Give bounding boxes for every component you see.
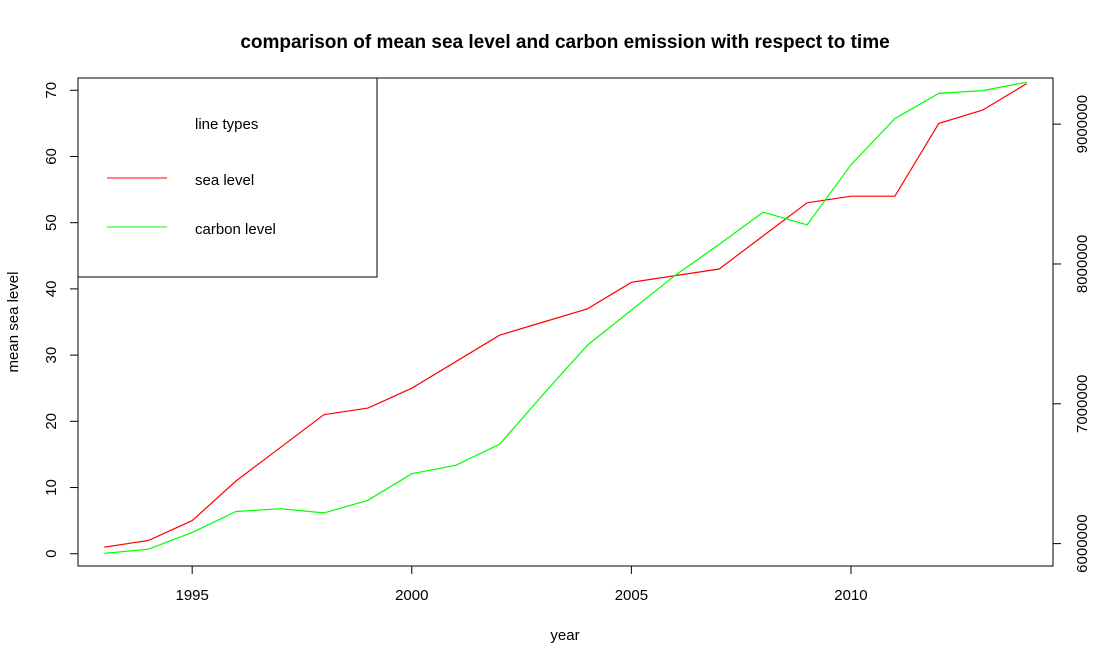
series-group [104, 81, 1027, 554]
chart-title: comparison of mean sea level and carbon … [240, 32, 889, 53]
x-axis: 1995 2000 2005 2010 [176, 565, 868, 604]
legend: line types sea level carbon level [77, 77, 378, 278]
y-axis-right: 6000000 7000000 8000000 9000000 [1052, 95, 1091, 573]
series-line-sea-level [104, 83, 1027, 548]
y-tick-label: 60 [43, 148, 60, 165]
y2-tick-label: 8000000 [1074, 235, 1091, 293]
y2-tick-label: 7000000 [1074, 375, 1091, 433]
y-tick-label: 10 [43, 479, 60, 496]
legend-label-sea-level: sea level [195, 172, 254, 189]
y-axis-left: 0 10 20 30 40 50 60 70 [43, 82, 79, 558]
x-axis-label: year [550, 627, 579, 644]
x-tick-label: 2000 [395, 587, 428, 604]
legend-title: line types [195, 116, 258, 133]
y2-tick-label: 9000000 [1074, 95, 1091, 153]
y-tick-label: 0 [43, 550, 60, 558]
y-tick-label: 40 [43, 281, 60, 298]
y2-tick-label: 6000000 [1074, 514, 1091, 572]
y-axis-label: mean sea level [5, 272, 22, 373]
y-tick-label: 30 [43, 347, 60, 364]
y-tick-label: 70 [43, 82, 60, 99]
legend-label-carbon-level: carbon level [195, 221, 276, 238]
y-tick-label: 50 [43, 214, 60, 231]
series-line-carbon-level [104, 81, 1027, 554]
y-tick-label: 20 [43, 413, 60, 430]
x-tick-label: 2010 [834, 587, 867, 604]
x-tick-label: 1995 [176, 587, 209, 604]
x-tick-label: 2005 [615, 587, 648, 604]
